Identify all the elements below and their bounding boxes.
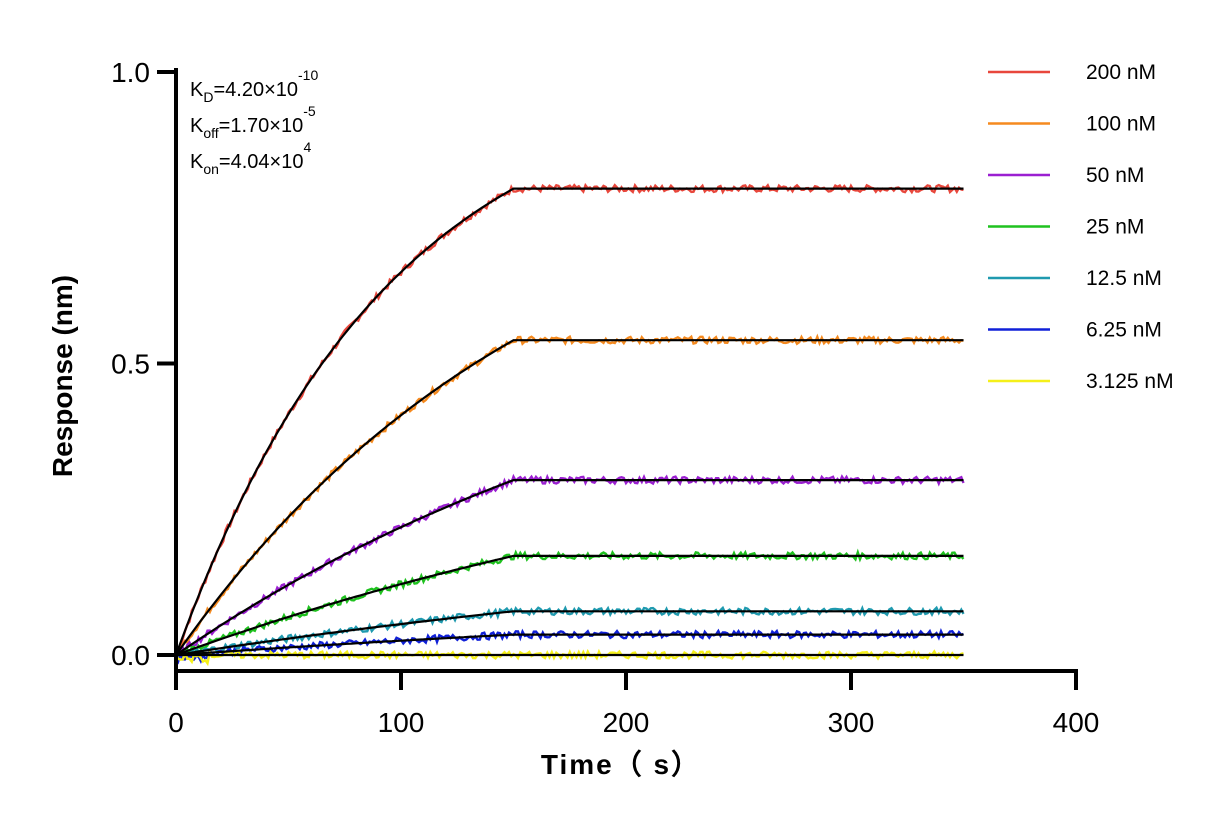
legend-label: 200 nM [1086,61,1156,84]
annotation-kon: Kon=4.04×104 [190,139,311,177]
y-tick-label: 1.0 [111,57,150,88]
series-line [175,647,964,667]
fit-line [175,339,964,656]
x-axis-title: Time（ s） [541,748,701,780]
legend-label: 50 nM [1086,164,1144,187]
legend-label: 6.25 nM [1086,319,1162,342]
x-axis-ticks: 0 100 200 300 400 [168,671,1099,738]
y-tick-label: 0.5 [111,349,150,380]
x-tick-label: 0 [168,707,184,738]
x-tick-label: 400 [1053,707,1100,738]
series-line [174,473,965,656]
legend-label: 12.5 nM [1086,267,1162,290]
legend-label: 3.125 nM [1086,370,1174,393]
annotation-koff: Koff=1.70×10-5 [190,103,316,141]
plot-area [174,182,965,667]
fit-line [175,633,964,657]
fit-line [175,610,964,657]
legend-label: 100 nM [1086,113,1156,136]
legend: 200 nM 100 nM 50 nM 25 nM 12.5 nM 6.25 nM 3.12… [988,61,1174,393]
fit-line [175,479,964,656]
fit-line [174,187,964,656]
legend-label: 25 nM [1086,216,1144,239]
y-axis-ticks: 0.0 0.5 1.0 [111,57,176,671]
y-axis-title: Response (nm) [47,275,78,477]
x-tick-label: 100 [378,707,425,738]
series-line [175,333,964,654]
fit-line [175,554,964,657]
annotation-kd: KD=4.20×10-10 [190,67,318,105]
series-line [174,628,964,665]
x-tick-label: 200 [603,707,650,738]
y-tick-label: 0.0 [111,640,150,671]
x-tick-label: 300 [828,707,875,738]
